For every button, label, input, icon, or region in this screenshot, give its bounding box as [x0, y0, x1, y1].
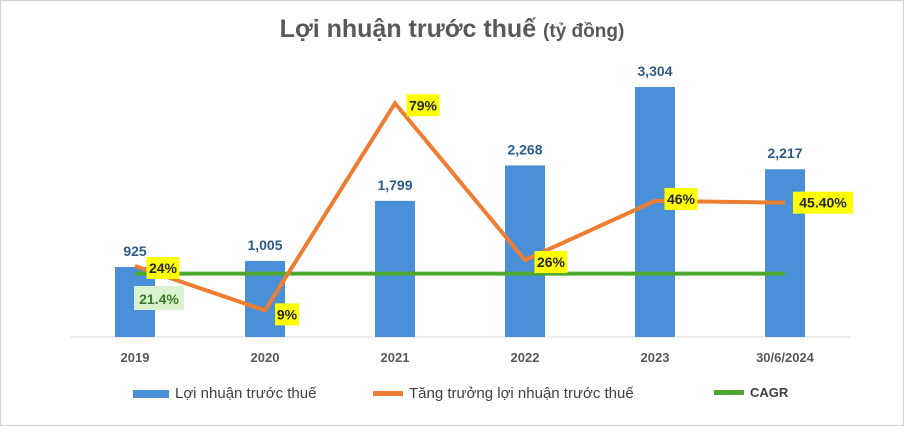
bar-data-label: 2,268 — [507, 141, 542, 157]
growth-data-label: 46% — [667, 191, 696, 207]
growth-label-bg — [664, 187, 698, 210]
x-tick-label: 30/6/2024 — [756, 350, 815, 365]
legend-item-growth: Tăng trưởng lợi nhuận trước thuế — [373, 385, 634, 402]
chart-title: Lợi nhuận trước thuế (tỷ đồng) — [1, 15, 903, 44]
growth-label-bg — [534, 251, 568, 274]
legend-swatch — [373, 391, 403, 396]
growth-data-label: 9% — [277, 306, 298, 322]
legend-item-profit: Lợi nhuận trước thuế — [133, 385, 316, 402]
legend-item-cagr: CAGR — [714, 385, 788, 400]
growth-label-bg — [146, 256, 180, 279]
x-tick-label: 2019 — [121, 350, 150, 365]
legend-label: Lợi nhuận trước thuế — [175, 385, 317, 402]
growth-data-label: 24% — [149, 260, 178, 276]
cagr-label-bg — [134, 286, 184, 310]
title-text: Lợi nhuận trước thuế — [279, 15, 537, 43]
growth-data-label: 79% — [409, 97, 438, 113]
legend-label: CAGR — [750, 385, 789, 400]
growth-data-label: 26% — [537, 254, 566, 270]
bar-data-label: 1,799 — [377, 177, 412, 193]
bar-data-label: 1,005 — [247, 237, 282, 253]
growth-label-bg — [275, 303, 299, 326]
bar-data-label: 3,304 — [637, 63, 672, 79]
bar — [375, 200, 415, 337]
cagr-data-label: 21.4% — [139, 291, 179, 307]
bar — [635, 87, 675, 337]
bar-data-label: 2,217 — [767, 145, 802, 161]
legend-label: Tăng trưởng lợi nhuận trước thuế — [409, 385, 634, 402]
growth-label-bg — [406, 94, 440, 117]
legend-swatch — [133, 389, 169, 398]
growth-data-label: 45.40% — [799, 195, 847, 211]
x-tick-label: 2020 — [251, 350, 280, 365]
bar-data-label: 925 — [123, 243, 147, 259]
title-subtitle: (tỷ đồng) — [543, 21, 625, 42]
growth-label-bg — [793, 191, 853, 214]
legend-swatch — [714, 390, 744, 395]
x-tick-label: 2021 — [381, 350, 410, 365]
x-tick-label: 2022 — [511, 350, 540, 365]
x-tick-label: 2023 — [641, 350, 670, 365]
